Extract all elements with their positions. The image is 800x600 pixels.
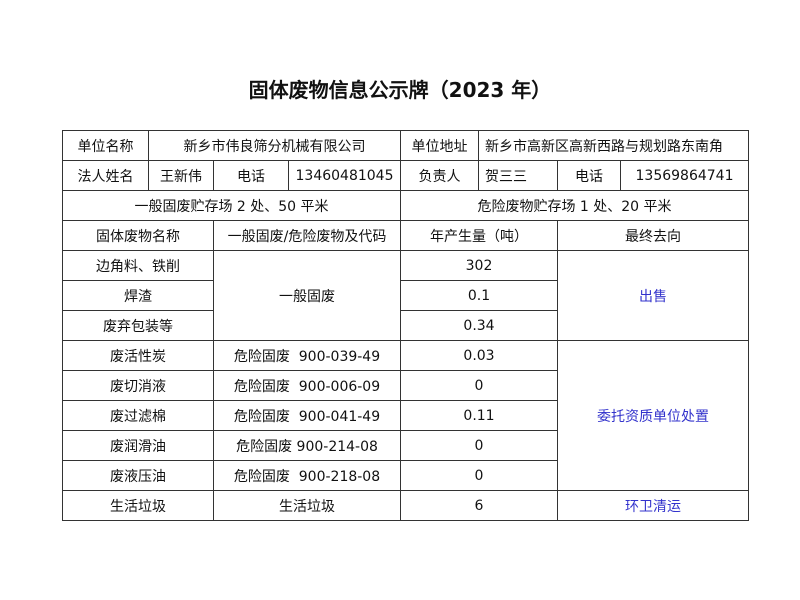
legal-phone: 13460481045 [288, 160, 401, 191]
header-row: 固体废物名称 一般固废/危险废物及代码 年产生量（吨） 最终去向 [62, 220, 750, 251]
waste-name: 废液压油 [62, 460, 214, 491]
waste-name: 废弃包装等 [62, 310, 214, 341]
waste-amount: 0 [400, 430, 558, 461]
waste-amount: 0.34 [400, 310, 558, 341]
waste-type: 生活垃圾 [213, 490, 401, 521]
table-row: 单位名称 新乡市伟良筛分机械有限公司 单位地址 新乡市高新区高新西路与规划路东南… [62, 130, 750, 161]
table-row: 焊渣 0.1 [62, 280, 749, 311]
phone-label: 电话 [213, 160, 289, 191]
waste-amount: 0 [400, 370, 558, 401]
waste-info-table: 单位名称 新乡市伟良筛分机械有限公司 单位地址 新乡市高新区高新西路与规划路东南… [62, 130, 750, 521]
table-row: 生活垃圾 生活垃圾 6 环卫清运 [62, 490, 750, 521]
waste-amount: 6 [400, 490, 558, 521]
manager-phone: 13569864741 [619, 160, 750, 191]
table-row: 废切消液 危险固废 900-006-09 0 [62, 370, 749, 401]
table-row: 一般固废贮存场 2 处、50 平米 危险废物贮存场 1 处、20 平米 [62, 190, 750, 221]
waste-name: 焊渣 [62, 280, 214, 311]
manager-label: 负责人 [400, 160, 479, 191]
table-row: 废弃包装等 0.34 [62, 310, 749, 341]
table-row: 废活性炭 危险固废 900-039-49 0.03 委托资质单位处置 [62, 340, 750, 491]
waste-destination: 委托资质单位处置 [556, 340, 750, 491]
waste-name: 废润滑油 [62, 430, 214, 461]
waste-name: 废切消液 [62, 370, 214, 401]
manager-name: 贺三三 [478, 160, 558, 191]
legal-label: 法人姓名 [62, 160, 149, 191]
header-code: 一般固废/危险废物及代码 [213, 220, 401, 251]
waste-name: 废活性炭 [62, 340, 214, 371]
header-name: 固体废物名称 [62, 220, 214, 251]
table-row: 废润滑油 危险固废 900-214-08 0 [62, 430, 749, 461]
waste-amount: 302 [400, 250, 558, 281]
waste-code: 危险固废 900-006-09 [213, 370, 401, 401]
waste-name: 废过滤棉 [62, 400, 214, 431]
table-row: 法人姓名 王新伟 电话 13460481045 负责人 贺三三 电话 13569… [62, 160, 750, 191]
legal-name: 王新伟 [148, 160, 214, 191]
waste-code: 危险固废 900-039-49 [213, 340, 401, 371]
general-storage: 一般固废贮存场 2 处、50 平米 [62, 190, 401, 221]
header-destination: 最终去向 [556, 220, 750, 251]
header-amount: 年产生量（吨） [400, 220, 558, 251]
address-label: 单位地址 [400, 130, 479, 161]
unit-name: 新乡市伟良筛分机械有限公司 [148, 130, 401, 161]
waste-amount: 0.1 [400, 280, 558, 311]
hazard-storage: 危险废物贮存场 1 处、20 平米 [399, 190, 750, 221]
waste-amount: 0.03 [400, 340, 558, 371]
phone-label-2: 电话 [557, 160, 621, 191]
waste-code: 危险固废 900-218-08 [213, 460, 401, 491]
waste-destination: 出售 [556, 250, 750, 341]
waste-name: 边角料、铁削 [62, 250, 214, 281]
waste-code: 危险固废 900-041-49 [213, 400, 401, 431]
waste-amount: 0.11 [400, 400, 558, 431]
page-title: 固体废物信息公示牌（2023 年） [248, 78, 552, 102]
waste-amount: 0 [400, 460, 558, 491]
waste-name: 生活垃圾 [62, 490, 214, 521]
waste-type: 一般固废 [213, 250, 401, 341]
address: 新乡市高新区高新西路与规划路东南角 [477, 130, 750, 161]
table-row: 边角料、铁削 一般固废 302 出售 [62, 250, 750, 341]
unit-name-label: 单位名称 [62, 130, 149, 161]
waste-destination: 环卫清运 [556, 490, 750, 521]
waste-code: 危险固废 900-214-08 [213, 430, 401, 461]
table-row: 废过滤棉 危险固废 900-041-49 0.11 [62, 400, 749, 431]
